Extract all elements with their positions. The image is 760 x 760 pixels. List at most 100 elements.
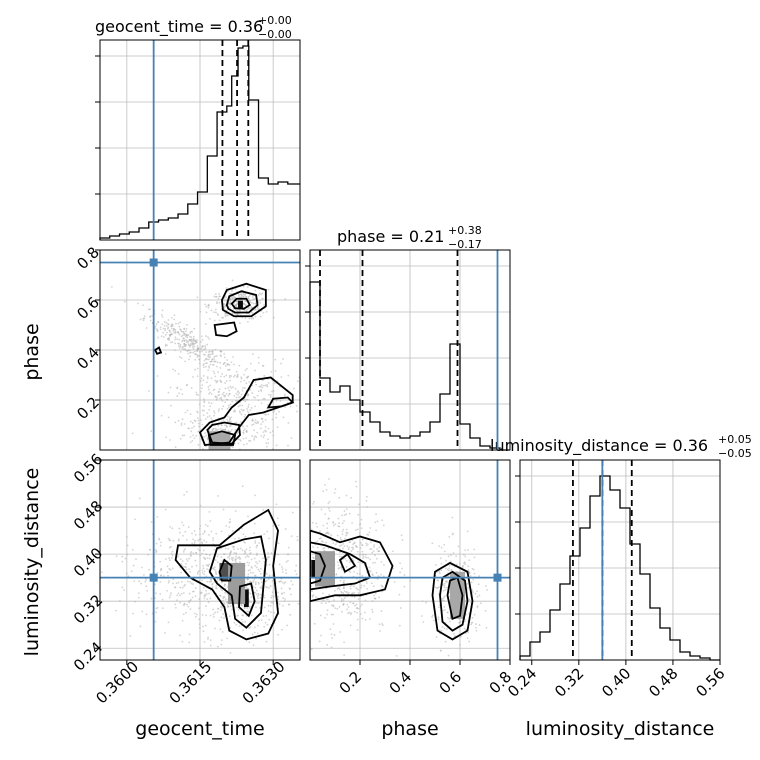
sample-point (259, 427, 262, 430)
sample-point (338, 545, 341, 548)
sample-point (224, 591, 226, 594)
sample-point (211, 353, 214, 356)
sample-point (180, 357, 183, 359)
sample-point (272, 601, 274, 603)
sample-point (253, 626, 256, 629)
sample-point (231, 608, 234, 611)
sample-point (192, 434, 194, 437)
sample-point (253, 522, 256, 525)
sample-point (226, 314, 229, 317)
sample-point (257, 594, 260, 596)
sample-point (164, 343, 167, 346)
sample-point (262, 557, 264, 560)
sample-point (203, 531, 206, 534)
sample-point (268, 574, 271, 577)
sample-point (164, 508, 167, 511)
sample-point (273, 299, 276, 301)
sample-point (334, 543, 337, 546)
sample-point (318, 640, 321, 643)
sample-point (168, 568, 171, 570)
title-phase-sup: +0.38 (448, 224, 482, 237)
sample-point (182, 524, 185, 527)
sample-point (201, 552, 203, 555)
sample-point (233, 394, 236, 397)
sample-point (201, 448, 204, 450)
sample-point (340, 539, 343, 541)
sample-point (287, 422, 290, 424)
sample-point (176, 594, 179, 597)
sample-point (236, 376, 239, 379)
sample-point (337, 587, 340, 590)
sample-point (252, 302, 255, 305)
sample-point (228, 393, 231, 395)
sample-point (187, 427, 190, 430)
sample-point (156, 375, 159, 377)
sample-point (260, 578, 263, 581)
sample-point (340, 544, 343, 547)
sample-point (271, 574, 274, 576)
sample-point (284, 406, 287, 408)
sample-point (206, 362, 208, 364)
sample-point (217, 428, 220, 431)
sample-point (244, 620, 247, 623)
sample-point (225, 296, 228, 299)
sample-point (205, 564, 208, 566)
sample-point (357, 513, 360, 516)
sample-point (211, 583, 214, 586)
sample-point (170, 557, 173, 559)
sample-point (223, 303, 226, 305)
sample-point (186, 336, 189, 339)
sample-point (257, 362, 260, 364)
sample-point (241, 404, 244, 407)
sample-point (286, 624, 289, 627)
sample-point (178, 538, 180, 541)
sample-point (255, 566, 258, 569)
sample-point (180, 424, 183, 427)
sample-point (155, 607, 158, 610)
sample-point (469, 574, 472, 577)
sample-point (331, 604, 333, 607)
sample-point (446, 586, 448, 589)
sample-point (145, 327, 148, 329)
sample-point (198, 598, 201, 600)
sample-point (357, 588, 360, 591)
contour-2 (218, 558, 233, 582)
sample-point (374, 592, 377, 595)
ylabel-luminosity-distance: luminosity_distance (21, 468, 43, 657)
sample-point (443, 599, 446, 602)
sample-point (168, 538, 171, 541)
sample-point (349, 571, 352, 574)
title-geocent-time-sup: +0.00 (258, 14, 292, 27)
sample-point (324, 513, 326, 516)
sample-point (189, 332, 192, 335)
sample-point (154, 592, 157, 595)
sample-point (226, 600, 229, 603)
sample-point (257, 597, 259, 600)
sample-point (328, 601, 331, 603)
sample-point (227, 394, 230, 397)
sample-point (322, 490, 325, 493)
sample-point (191, 427, 193, 430)
sample-point (468, 640, 471, 643)
sample-point (220, 639, 223, 642)
sample-point (283, 393, 286, 396)
sample-point (168, 336, 170, 339)
sample-point (471, 567, 474, 570)
sample-point (263, 434, 266, 437)
sample-point (240, 376, 243, 379)
sample-point (231, 312, 234, 315)
sample-point (234, 429, 237, 431)
sample-point (296, 380, 299, 383)
sample-point (228, 555, 231, 558)
sample-point (230, 429, 233, 431)
sample-point (198, 350, 201, 353)
sample-point (446, 611, 449, 614)
sample-point (215, 355, 218, 357)
sample-point (443, 609, 446, 611)
sample-point (422, 621, 425, 623)
sample-point (251, 424, 253, 426)
sample-point (339, 551, 341, 554)
sample-point (214, 611, 217, 614)
sample-point (236, 299, 239, 302)
sample-point (123, 589, 125, 591)
